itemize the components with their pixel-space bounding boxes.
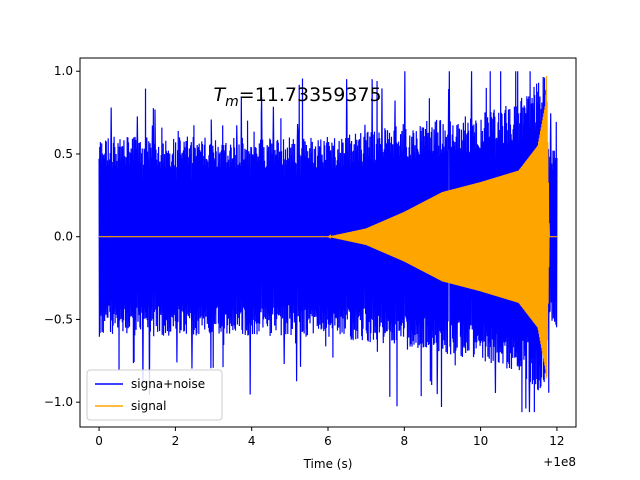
plot-area (98, 71, 558, 413)
x-tick-label: 4 (248, 434, 256, 448)
y-axis-ticks: −1.0 −0.5 0.0 0.5 1.0 (44, 64, 80, 409)
x-axis-ticks: 0 2 4 6 8 10 12 (95, 427, 565, 448)
legend-box (86, 369, 223, 421)
x-tick-label: 8 (400, 434, 408, 448)
legend-label-signa-noise: signa+noise (131, 377, 205, 391)
annotation-value: =11.73359375 (239, 84, 382, 106)
x-axis-label: Time (s) (303, 457, 353, 471)
legend: signa+noise signal (86, 369, 223, 421)
y-tick-label: 1.0 (54, 64, 73, 78)
x-tick-label: 2 (172, 434, 180, 448)
x-offset-label: +1e8 (543, 455, 576, 469)
x-tick-label: 0 (95, 434, 103, 448)
x-tick-label: 6 (324, 434, 332, 448)
y-tick-label: 0.0 (54, 230, 73, 244)
annotation-subscript: m (225, 94, 239, 110)
x-tick-label: 10 (473, 434, 488, 448)
y-tick-label: 0.5 (54, 147, 73, 161)
legend-label-signal: signal (131, 399, 167, 413)
y-tick-label: −0.5 (44, 312, 73, 326)
y-tick-label: −1.0 (44, 395, 73, 409)
annotation-symbol: T (214, 84, 227, 106)
x-tick-label: 12 (549, 434, 564, 448)
series-signal-line (99, 75, 557, 379)
tm-annotation: Tm=11.73359375 (214, 84, 382, 110)
